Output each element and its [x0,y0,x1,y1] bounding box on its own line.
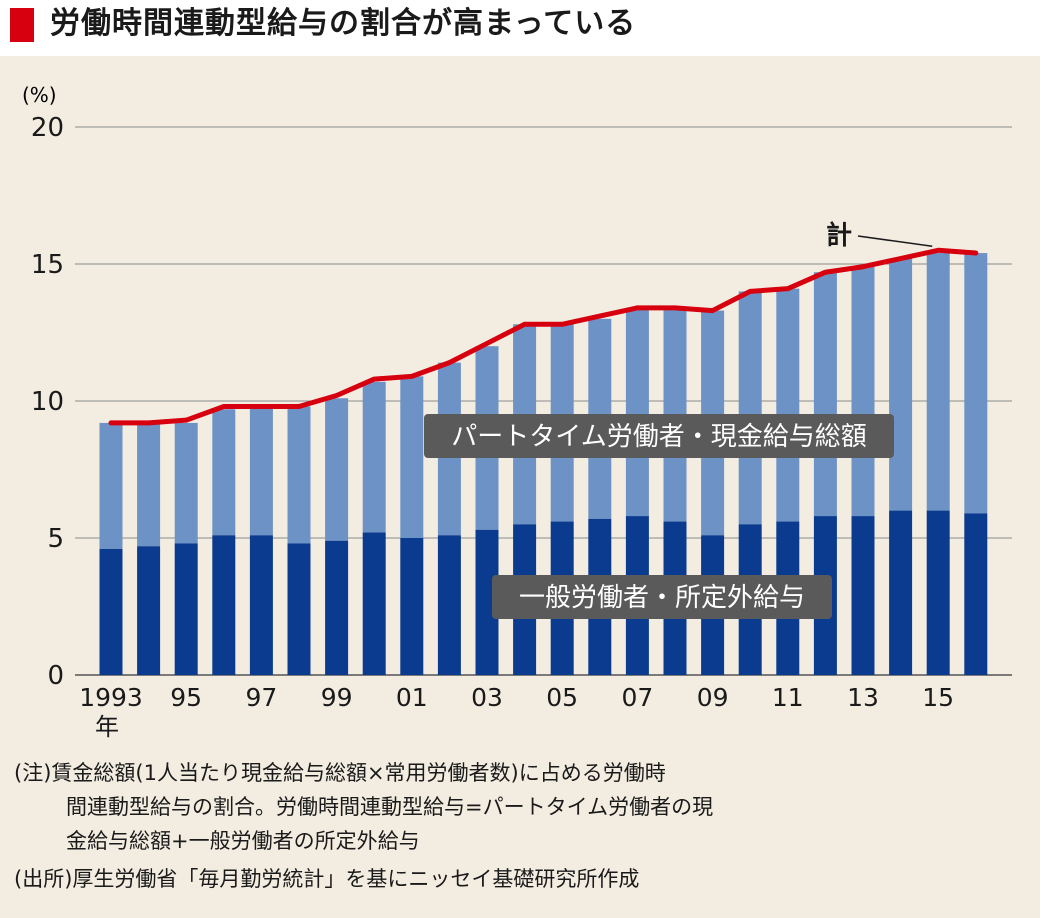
part-time-series-label: パートタイム労働者・現金給与総額 [451,422,866,452]
total-leader-line [857,235,933,248]
bar-part-time [776,288,800,522]
x-tick-label: 97 [245,683,277,712]
bar-overtime [400,538,424,675]
bar-overtime [889,510,913,675]
bar-part-time [212,409,236,536]
note-line-1: (注)賃金総額(1人当たり現金給与総額×常用労働者数)に占める労働時 [14,761,666,785]
note-line-3: 金給与総額+一般労働者の所定外給与 [66,829,420,853]
x-tick-label: 09 [697,683,729,712]
x-tick-label: 13 [847,683,879,712]
x-tick-label: 07 [621,683,653,712]
bar-part-time [325,398,349,541]
total-series-label: 計 [826,220,852,251]
x-tick-label: 95 [170,683,202,712]
y-tick-label: 20 [31,113,64,143]
bar-overtime [249,535,273,675]
chart-title: 労働時間連動型給与の割合が高まっている [50,6,637,41]
bar-part-time [889,258,913,511]
x-tick-label: 05 [546,683,578,712]
bar-overtime [212,535,236,675]
bar-overtime [99,548,123,675]
bar-part-time [99,422,123,549]
overtime-series-label: 一般労働者・所定外給与 [519,583,805,613]
x-tick-label: 99 [321,683,353,712]
bar-part-time [137,422,161,547]
source-note: (出所)厚生労働省「毎月勤労統計」を基にニッセイ基礎研究所作成 [14,867,640,891]
bar-part-time [287,406,311,544]
x-tick-label: 1993 [79,683,143,712]
x-tick-label: 15 [922,683,954,712]
bar-overtime [325,540,349,675]
bar-overtime [137,546,161,675]
part-time-label-box [424,414,894,458]
bar-overtime [926,510,950,675]
bar-overtime [437,535,461,675]
bar-part-time [851,266,875,517]
bar-overtime [964,513,988,675]
note-line-2: 間連動型給与の割合。労働時間連動型給与=パートタイム労働者の現 [66,795,714,819]
y-tick-label: 5 [47,524,64,554]
bar-part-time [400,376,424,538]
bar-overtime [851,516,875,675]
y-tick-labels: 0 5 10 15 20 [31,113,64,691]
bar-part-time [964,253,988,514]
bar-part-time [362,381,386,533]
bar-part-time [813,272,837,517]
x-tick-label: 03 [471,683,503,712]
bar-part-time [174,422,198,544]
title-accent-mark [10,8,34,42]
x-tick-sublabel: 年 [95,713,119,741]
bar-overtime [475,529,499,675]
y-tick-label: 10 [31,387,64,417]
bar-part-time [738,291,762,525]
bar-part-time [625,307,649,517]
x-tick-label: 11 [772,683,804,712]
bar-part-time [926,253,950,511]
overtime-label-box [492,575,832,619]
y-tick-label: 0 [47,661,64,691]
total-line [108,247,979,426]
y-tick-label: 15 [31,250,64,280]
unit-label: (%) [22,83,57,107]
title-bar: 労働時間連動型給与の割合が高まっている [0,0,1040,56]
bar-overtime [287,543,311,675]
bar-overtime [362,532,386,675]
total-line-layer [108,247,979,426]
bar-overtime [174,543,198,675]
x-tick-label: 01 [396,683,428,712]
bar-part-time [249,406,273,536]
